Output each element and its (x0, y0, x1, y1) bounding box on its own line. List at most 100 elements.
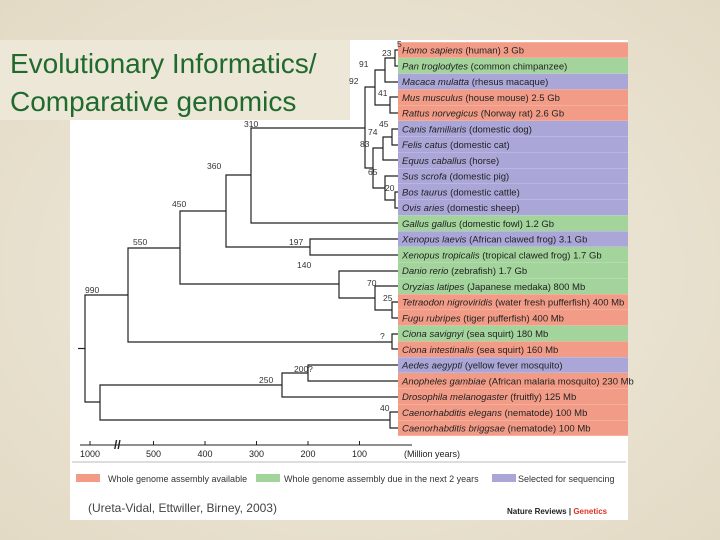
species-name: Anopheles gambiae (401, 376, 486, 387)
species-name: Equus caballus (402, 156, 467, 167)
node-label: 197 (289, 237, 303, 247)
species-detail: (yellow fever mosquito) (465, 361, 563, 372)
species-detail: (domestic cat) (450, 140, 510, 151)
species-label: Anopheles gambiae (African malaria mosqu… (401, 376, 634, 387)
species-bar (398, 341, 628, 358)
species-detail: (fruitfly) 125 Mb (510, 392, 576, 403)
species-bar (398, 42, 628, 58)
species-name: Aedes aegypti (401, 361, 463, 372)
species-bar (398, 372, 628, 389)
species-detail: (African clawed frog) 3.1 Gb (469, 235, 587, 246)
node-label: 70 (367, 278, 377, 288)
species-detail: (domestic cattle) (450, 187, 520, 198)
node-label: 74 (368, 127, 378, 137)
species-bar (398, 57, 628, 74)
species-bar (398, 404, 628, 421)
species-name: Ciona intestinalis (402, 345, 474, 356)
species-bar (398, 120, 628, 137)
node-label: 41 (378, 88, 388, 98)
species-label: Homo sapiens (human) 3 Gb (402, 46, 524, 57)
legend-swatch (492, 474, 516, 482)
species-name: Bos taurus (402, 187, 448, 198)
journal: Nature Reviews | Genetics (507, 507, 608, 516)
species-name: Xenopus tropicalis (401, 250, 480, 261)
species-name: Macaca mulatta (402, 77, 469, 88)
species-detail: (sea squirt) 180 Mb (466, 329, 548, 340)
species-label: Ovis aries (domestic sheep) (402, 203, 520, 214)
species-bar (398, 168, 628, 184)
node-label: 5 (397, 39, 402, 49)
species-detail: (tropical clawed frog) 1.7 Gb (482, 250, 601, 261)
node-label: 65 (368, 167, 378, 177)
species-name: Danio rerio (402, 266, 448, 277)
node-label: 990 (85, 285, 99, 295)
species-label: Rattus norvegicus (Norway rat) 2.6 Gb (402, 109, 564, 120)
species-name: Gallus gallus (402, 219, 457, 230)
node-label: 550 (133, 237, 147, 247)
node-label: 83 (360, 139, 370, 149)
species-name: Canis familiaris (402, 124, 467, 135)
node-label: 45 (379, 119, 389, 129)
node-label: 92 (349, 76, 359, 86)
species-bar (398, 199, 628, 216)
species-detail: (rhesus macaque) (472, 77, 549, 88)
node-label: 450 (172, 199, 186, 209)
species-label: Oryzias latipes (Japanese medaka) 800 Mb (402, 282, 585, 293)
species-detail: (domestic sheep) (447, 203, 520, 214)
labels: Homo sapiens (human) 3 Gb Pan troglodytes… (85, 39, 634, 435)
axis-tick-label: 400 (197, 449, 212, 459)
species-label: Sus scrofa (domestic pig) (402, 172, 509, 183)
legend-label: Whole genome assembly available (108, 474, 247, 484)
species-detail: (house mouse) 2.5 Gb (465, 93, 560, 104)
species-name: Sus scrofa (402, 172, 447, 183)
species-detail: (Japanese medaka) 800 Mb (467, 282, 585, 293)
species-bar (398, 357, 628, 373)
species-detail: (human) 3 Gb (465, 46, 524, 57)
species-label: Tetraodon nigroviridis (water fresh puff… (402, 298, 624, 309)
species-label: Felis catus (domestic cat) (402, 140, 510, 151)
axis-tick-label: 500 (146, 449, 161, 459)
species-bar (398, 420, 628, 436)
node-label: 25 (383, 293, 393, 303)
species-detail: (water fresh pufferfish) 400 Mb (495, 298, 624, 309)
species-bar (398, 183, 628, 200)
species-bar (398, 294, 628, 310)
species-bar (398, 246, 628, 263)
node-label: 200? (294, 364, 313, 374)
species-label: Ciona savignyi (sea squirt) 180 Mb (402, 329, 548, 340)
legend-swatch (76, 474, 100, 482)
species-label: Aedes aegypti (yellow fever mosquito) (401, 361, 563, 372)
species-name: Ovis aries (402, 203, 444, 214)
species-bar (398, 231, 628, 247)
species-bar (398, 136, 628, 153)
species-detail: (Norway rat) 2.6 Gb (481, 109, 564, 120)
axis-tick-label: 1000 (80, 449, 100, 459)
journal-section: Genetics (573, 507, 607, 516)
node-label: 23 (382, 48, 392, 58)
species-name: Caenorhabditis briggsae (402, 424, 505, 435)
node-label: 310 (244, 119, 258, 129)
axis-tick-label: 100 (352, 449, 367, 459)
species-name: Caenorhabditis elegans (402, 408, 502, 419)
species-detail: (horse) (469, 156, 499, 167)
node-label: 360 (207, 161, 221, 171)
species-label: Mus musculus (house mouse) 2.5 Gb (402, 93, 560, 104)
species-bar (398, 73, 628, 90)
title-line: Comparative genomics (10, 86, 296, 117)
species-bar (398, 278, 628, 295)
species-detail: (tiger pufferfish) 400 Mb (463, 313, 564, 324)
species-name: Ciona savignyi (402, 329, 465, 340)
species-label: Fugu rubripes (tiger pufferfish) 400 Mb (402, 313, 564, 324)
species-detail: (domestic dog) (469, 124, 532, 135)
species-name: Mus musculus (402, 93, 463, 104)
species-label: Ciona intestinalis (sea squirt) 160 Mb (402, 345, 558, 356)
species-label: Gallus gallus (domestic fowl) 1.2 Gb (402, 219, 554, 230)
species-bars (398, 42, 628, 436)
species-detail: (sea squirt) 160 Mb (476, 345, 558, 356)
species-name: Rattus norvegicus (402, 109, 478, 120)
title-area (0, 40, 350, 120)
species-bar (398, 309, 628, 326)
species-label: Bos taurus (domestic cattle) (402, 187, 520, 198)
species-name: Felis catus (402, 140, 448, 151)
